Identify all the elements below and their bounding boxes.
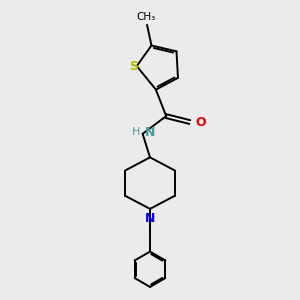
Text: H: H — [132, 127, 140, 137]
Text: N: N — [145, 126, 155, 139]
Text: N: N — [145, 212, 155, 225]
Text: CH₃: CH₃ — [136, 12, 155, 22]
Text: O: O — [195, 116, 206, 128]
Text: S: S — [129, 60, 138, 73]
